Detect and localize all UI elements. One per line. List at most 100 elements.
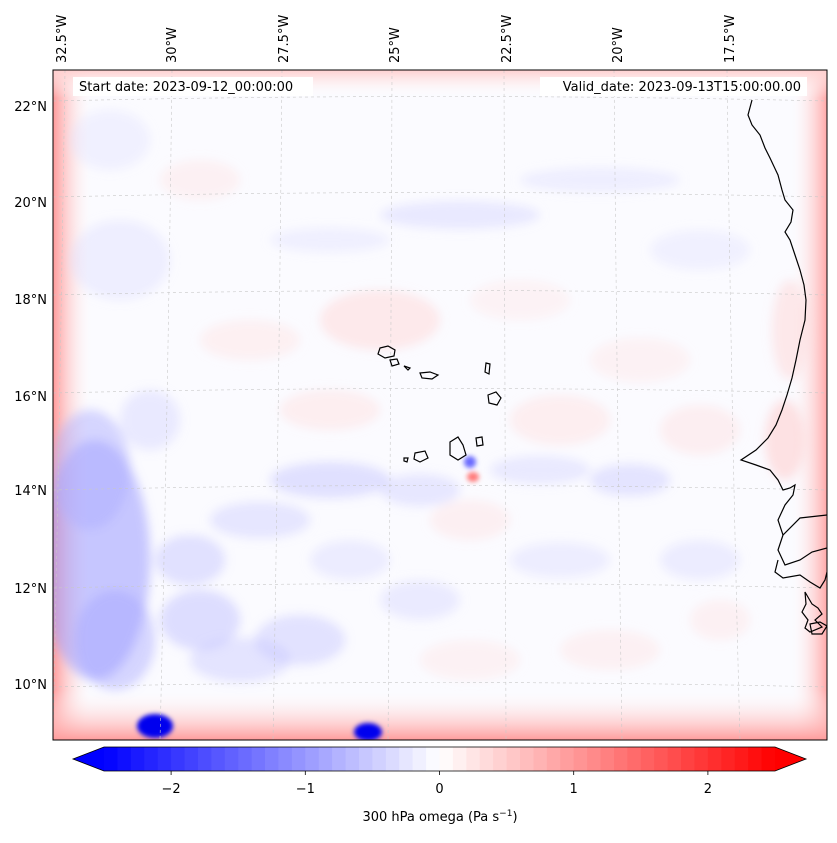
meridian-30w — [159, 70, 173, 740]
colorbar-segment — [385, 747, 400, 771]
coastlines — [377, 99, 827, 635]
lat-label-20n: 20°N — [14, 196, 47, 211]
meridian-20w — [613, 70, 623, 740]
colorbar-segment — [171, 747, 186, 771]
omega-anomaly-patch — [310, 540, 390, 580]
maio-island — [475, 436, 484, 447]
colorbar-extend-high — [775, 747, 806, 771]
omega-anomaly-patch — [590, 464, 670, 496]
colorbar-segment — [278, 747, 293, 771]
meridian-17-5w — [726, 70, 741, 740]
longitude-labels: 32.5°W 30°W 27.5°W 25°W 22.5°W 20°W 17.5… — [55, 15, 738, 63]
omega-anomaly-patch — [590, 338, 690, 382]
colorbar-segment — [640, 747, 655, 771]
omega-anomaly-patch — [380, 580, 460, 620]
east-boundary-band — [790, 70, 827, 740]
colorbar-segment — [399, 747, 414, 771]
lat-label-16n: 16°N — [14, 390, 47, 405]
colorbar-segment — [734, 747, 749, 771]
omega-anomaly-patch — [200, 320, 300, 360]
santa-luzia-island — [403, 365, 412, 371]
meridian-22-5w — [503, 70, 507, 740]
colorbar-segment — [291, 747, 306, 771]
blue-spot-southwest — [137, 714, 173, 738]
brava-island — [403, 457, 409, 463]
omega-anomaly-patch — [53, 410, 130, 530]
meridian-32-5w — [53, 70, 66, 740]
colorbar-segment — [533, 747, 548, 771]
omega-anomaly-patch — [690, 600, 750, 640]
omega-anomaly-patch — [380, 474, 460, 506]
sao-nicolau-island — [419, 371, 440, 380]
start-date-box — [73, 77, 313, 96]
omega-anomaly-patch — [210, 502, 310, 538]
omega-anomaly-patch — [420, 640, 520, 680]
colorbar-segment — [426, 747, 441, 771]
omega-anomaly-patch — [650, 230, 750, 270]
omega-anomaly-patch — [520, 168, 680, 192]
colorbar-segment — [211, 747, 226, 771]
colorbar-segment — [681, 747, 696, 771]
omega-anomaly-patch — [510, 542, 610, 578]
colorbar-segment — [251, 747, 266, 771]
omega-anomaly-patch — [255, 615, 345, 665]
colorbar-segment — [466, 747, 481, 771]
colorbar-segment — [694, 747, 709, 771]
graticule — [53, 70, 827, 740]
colorbar-segment — [157, 747, 172, 771]
colorbar-tick-label: 2 — [704, 782, 712, 797]
colorbar-segment — [345, 747, 360, 771]
colorbar-label: 300 hPa omega (Pa s−1) — [362, 809, 517, 825]
omega-anomaly-patch — [470, 280, 570, 320]
parallel-14n — [53, 485, 827, 491]
colorbar-segment — [130, 747, 145, 771]
colorbar-tick-label: 0 — [435, 782, 443, 797]
colorbar-segment — [707, 747, 722, 771]
map-frame — [52, 69, 828, 741]
bissau-island — [809, 621, 827, 635]
colorbar-segment — [667, 747, 682, 771]
lon-label-20w: 20°W — [611, 27, 626, 63]
parallel-22n — [53, 96, 827, 102]
lon-label-30w: 30°W — [165, 27, 180, 63]
colorbar-segment — [627, 747, 642, 771]
strong-descent-spots — [137, 456, 479, 740]
omega-anomaly-patch — [660, 540, 740, 580]
lat-label-10n: 10°N — [14, 678, 47, 693]
colorbar-segment — [197, 747, 212, 771]
omega-anomaly-patch — [560, 630, 660, 670]
valid-date-label: Valid_date: 2023-09-13T15:00:00.00 — [563, 80, 801, 95]
colorbar-tick-label: 1 — [570, 782, 578, 797]
lon-label-32-5w: 32.5°W — [55, 15, 70, 63]
omega-anomaly-patch — [765, 400, 805, 480]
bijagos-islands — [801, 591, 824, 633]
colorbar-segment — [372, 747, 387, 771]
santiago-island — [449, 436, 467, 461]
blue-spot-capeverde — [464, 456, 476, 468]
lon-label-25w: 25°W — [388, 27, 403, 63]
omega-anomaly-patch — [660, 405, 740, 455]
guinea-bissau-coast — [774, 559, 827, 589]
latitude-labels: 22°N 20°N 18°N 16°N 14°N 12°N 10°N — [14, 100, 47, 693]
colorbar-ticks: −2 −1 0 1 2 — [162, 771, 712, 797]
boa-vista-island — [487, 391, 502, 406]
omega-anomaly-patch — [510, 395, 610, 445]
africa-west-coast — [739, 99, 827, 537]
lat-label-14n: 14°N — [14, 484, 47, 499]
meridian-25w — [387, 70, 393, 740]
parallel-20n — [53, 192, 827, 198]
colorbar-segment — [104, 747, 119, 771]
colorbar-segment — [560, 747, 575, 771]
colorbar-segment — [318, 747, 333, 771]
colorbar-segment — [224, 747, 239, 771]
omega-anomaly-patch — [70, 220, 170, 300]
colorbar-segment — [520, 747, 535, 771]
colorbar-segment — [117, 747, 132, 771]
colorbar-segment — [305, 747, 320, 771]
omega-anomaly-patch — [160, 590, 240, 650]
meridian-27-5w — [272, 70, 283, 740]
lon-label-22-5w: 22.5°W — [500, 15, 515, 63]
omega-anomaly-patch — [70, 110, 150, 170]
lat-label-22n: 22°N — [14, 100, 47, 115]
